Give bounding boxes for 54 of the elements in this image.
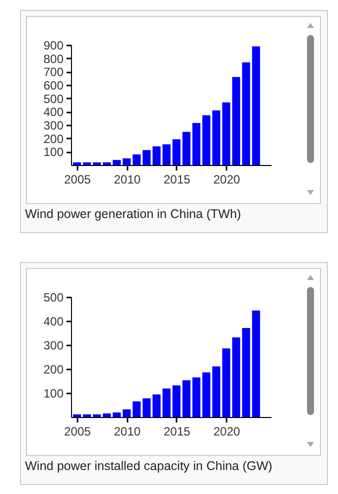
bar	[72, 414, 81, 417]
y-tick-label: 100	[43, 386, 64, 400]
x-tick-label: 2020	[213, 172, 240, 186]
y-tick-label: 400	[43, 105, 64, 120]
y-tick-label: 300	[43, 118, 64, 132]
bar	[252, 46, 260, 165]
bar	[202, 372, 210, 417]
bar	[192, 377, 200, 417]
bar	[242, 62, 250, 165]
bar	[182, 132, 190, 165]
y-tick-label: 200	[43, 132, 64, 146]
bar	[142, 150, 151, 165]
bar	[82, 414, 91, 417]
text: Wind power installed capacity in China (GW)	[25, 459, 272, 473]
bar	[72, 162, 81, 165]
bar	[132, 154, 141, 165]
x-tick-label: 2015	[164, 172, 191, 186]
y-tick-label: 500	[43, 290, 64, 304]
bar	[92, 414, 101, 417]
bar	[92, 162, 101, 165]
bar	[132, 401, 141, 417]
y-tick-label: 800	[43, 52, 64, 66]
y-tick-label: 900	[43, 38, 64, 52]
y-tick-label: 100	[43, 145, 64, 160]
bar	[192, 123, 200, 165]
x-tick-label: 2005	[64, 424, 92, 438]
bar	[162, 388, 171, 417]
bar	[172, 385, 180, 417]
x-tick-label: 2005	[64, 172, 92, 186]
y-tick-label: 500	[43, 92, 64, 106]
bar	[102, 413, 111, 417]
y-tick-label: 600	[43, 78, 64, 92]
y-tick-label: 700	[43, 65, 64, 80]
y-tick-label: 400	[43, 314, 64, 328]
bar	[152, 394, 161, 417]
text: Wind power generation in China (TWh)	[25, 207, 242, 221]
bar	[102, 162, 111, 165]
bar	[182, 380, 190, 417]
bar	[162, 144, 171, 165]
bar	[202, 115, 210, 165]
bar	[82, 162, 91, 165]
x-tick-label: 2020	[213, 424, 240, 438]
bar	[232, 77, 240, 165]
bar	[252, 310, 260, 417]
x-tick-label: 2010	[114, 424, 141, 438]
x-tick-label: 2010	[114, 172, 141, 186]
bar	[142, 398, 151, 417]
x-tick-label: 2015	[164, 424, 191, 438]
bar	[152, 146, 161, 165]
y-tick-label: 300	[43, 338, 64, 352]
bar	[172, 139, 180, 165]
bar	[232, 337, 240, 417]
bar	[242, 328, 250, 417]
y-tick-label: 200	[43, 362, 64, 376]
